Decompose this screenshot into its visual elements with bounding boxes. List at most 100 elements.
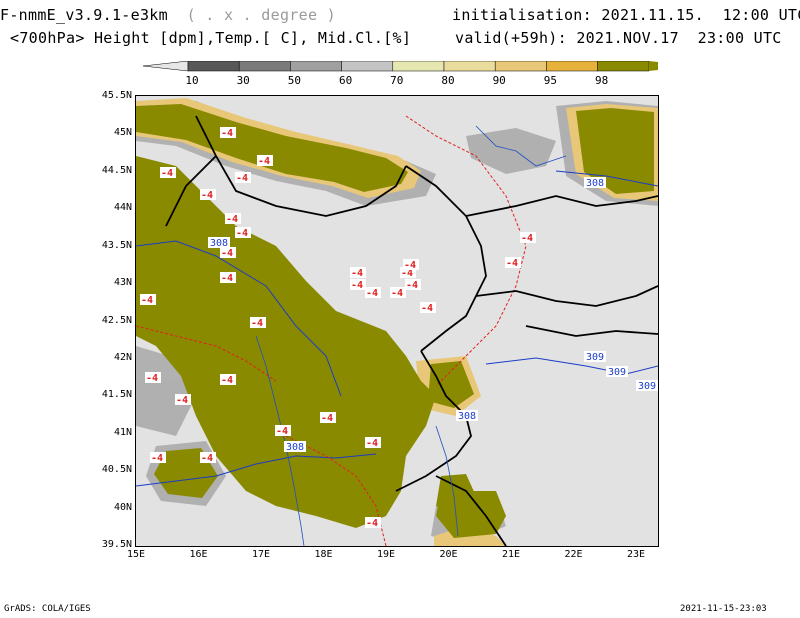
colorbar-swatch — [341, 60, 394, 72]
temp-label-box — [220, 127, 236, 138]
temp-label-box — [350, 267, 366, 278]
colorbar-swatch — [187, 60, 240, 72]
height-label-box — [208, 237, 230, 248]
temp-label: -4 — [321, 413, 333, 424]
temp-label-box — [140, 294, 156, 305]
longitude-label: 19E — [376, 549, 396, 560]
latitude-label: 44.5N — [101, 164, 132, 176]
latitude-label: 43.5N — [101, 239, 132, 251]
latitude-label: 41N — [113, 426, 132, 438]
cloud-cover-map: 308 308 308 309 309 309 308 -4-4-4-4-4-4… — [136, 96, 658, 546]
height-label: 309 — [586, 352, 604, 363]
latitude-label: 39.5N — [101, 539, 132, 550]
country-borders — [165, 115, 658, 546]
temp-label: -4 — [366, 518, 378, 529]
valid-label: valid(+59h): — [455, 29, 567, 47]
map-panel: 308 308 308 309 309 309 308 -4 -4 -4 -4 -4 -4… — [135, 95, 659, 547]
init-time: initialisation: 2021.11.15. 12:00 UTC — [452, 6, 800, 24]
height-label: 308 — [458, 411, 476, 422]
temp-label: -4 — [221, 375, 233, 386]
temp-label: -4 — [406, 280, 418, 291]
latitude-label: 44N — [113, 202, 132, 214]
footer-timestamp: 2021-11-15-23:03 — [680, 604, 767, 614]
height-label-box — [584, 351, 606, 362]
init-value: 2021.11.15. 12:00 UTC — [601, 6, 800, 24]
grid-note: ( . x . degree ) — [186, 6, 336, 24]
temp-label-box — [235, 172, 251, 183]
colorbar-arrow-right — [648, 61, 694, 71]
temp-label-box — [225, 213, 241, 224]
temp-label: -4 — [391, 288, 403, 299]
temp-label: -4 — [421, 303, 433, 314]
temp-label: -4 — [351, 268, 363, 279]
longitude-label: 15E — [126, 549, 146, 560]
temp-label: -4 — [161, 168, 173, 179]
colorbar-level-label: 30 — [236, 74, 250, 87]
longitude-label: 18E — [314, 549, 333, 560]
colorbar-level-label: 80 — [441, 74, 455, 87]
temp-label: -4 — [366, 288, 378, 299]
temp-label: -4 — [521, 233, 533, 244]
temp-label: -4 — [506, 258, 518, 269]
height-label: 308 — [286, 442, 304, 453]
temp-label-box — [150, 452, 166, 463]
temp-labels: -4-4-4-4-4-4-4-4-4-4-4-4 -4-4-4-4-4-4 -4-4… — [140, 127, 536, 529]
temp-label: -4 — [201, 453, 213, 464]
colorbar-swatches — [142, 60, 694, 72]
valid-time: valid(+59h): 2021.NOV.17 23:00 UTC — [455, 29, 782, 47]
colorbar-swatch — [238, 60, 291, 72]
longitude-label: 16E — [189, 549, 208, 560]
longitude-label: 22E — [564, 549, 583, 560]
temp-label-box — [275, 425, 291, 436]
temp-label: -4 — [236, 173, 248, 184]
init-label: initialisation: — [452, 6, 592, 24]
temp-label-box — [220, 247, 236, 258]
height-label-box — [284, 441, 306, 452]
temp-label: -4 — [401, 268, 413, 279]
temp-label: -4 — [201, 190, 213, 201]
temp-label: -4 — [404, 260, 416, 271]
colorbar-swatch — [290, 60, 342, 72]
temp-label-box — [257, 155, 273, 166]
latitude-label: 40N — [113, 501, 132, 513]
longitude-label: 21E — [501, 549, 521, 560]
temp-label: -4 — [221, 128, 233, 139]
height-label-box — [636, 380, 658, 391]
temp-label: -4 — [221, 248, 233, 259]
latitude-label: 43N — [113, 277, 132, 289]
latitude-label: 40.5N — [101, 464, 132, 476]
temp-label-box — [220, 272, 236, 283]
latitude-label: 42.5N — [101, 314, 132, 326]
colorbar-swatch — [443, 60, 496, 72]
colorbar-level-label: 90 — [492, 74, 506, 87]
temp-label: -4 — [236, 228, 248, 239]
model-title: F-nmmE_v3.9.1-e3km ( . x . degree ) — [0, 6, 336, 24]
height-label: 309 — [638, 381, 656, 392]
temp-label: -4 — [366, 438, 378, 449]
colorbar-swatch — [494, 60, 547, 72]
height-label-box — [606, 366, 628, 377]
valid-value: 2021.NOV.17 23:00 UTC — [576, 29, 782, 47]
height-label: 309 — [608, 367, 626, 378]
height-label-box — [584, 177, 606, 188]
temp-label-box — [403, 259, 419, 270]
temp-label: -4 — [226, 214, 238, 225]
temp-label-box — [505, 257, 521, 268]
longitude-label: 23E — [626, 549, 646, 560]
colorbar-level-label: 70 — [390, 74, 404, 87]
colorbar-level-label: 60 — [338, 74, 353, 87]
temp-label-box — [235, 227, 251, 238]
colorbar-swatch — [546, 60, 598, 72]
temp-label-box — [365, 517, 381, 528]
temp-label-box — [175, 394, 191, 405]
height-label: 308 — [210, 238, 228, 249]
temp-label-box — [350, 279, 366, 290]
temp-label-box — [365, 437, 381, 448]
temp-label-box — [365, 287, 381, 298]
colorbar-level-label: 50 — [287, 74, 302, 87]
colorbar-arrow-left — [142, 60, 189, 72]
field-description: <700hPa> Height [dpm],Temp.[ C], Mid.Cl.… — [10, 29, 412, 47]
height-label: 308 — [586, 178, 604, 189]
temp-label-box — [320, 412, 336, 423]
colorbar-level-label: 95 — [543, 74, 558, 87]
